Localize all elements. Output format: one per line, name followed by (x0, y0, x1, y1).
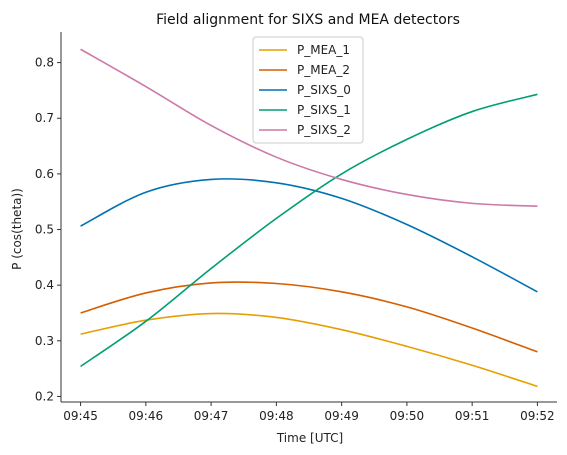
series-line-p-mea-1 (80, 312, 538, 388)
legend-label: P_SIXS_2 (297, 123, 351, 137)
y-axis-label: P (cos(theta)) (10, 188, 24, 270)
y-tick-label: 0.3 (35, 334, 54, 348)
x-tick-label: 09:50 (390, 409, 425, 423)
y-tick-label: 0.7 (35, 111, 54, 125)
x-tick-label: 09:49 (324, 409, 359, 423)
x-tick-label: 09:46 (129, 409, 164, 423)
y-tick-label: 0.2 (35, 389, 54, 403)
legend-label: P_MEA_1 (297, 43, 350, 57)
series-group (80, 48, 538, 388)
legend-box (252, 36, 364, 144)
y-tick-label: 0.8 (35, 56, 54, 70)
chart-title: Field alignment for SIXS and MEA detecto… (156, 12, 460, 28)
legend-label: P_SIXS_0 (297, 83, 351, 97)
legend-label: P_SIXS_1 (297, 103, 351, 117)
axes: 09:45 09:46 09:47 09:48 09:49 09:50 09:51 09:52… (35, 32, 557, 423)
series-line-p-sixs-1 (80, 93, 538, 368)
x-tick-label: 09:45 (63, 409, 98, 423)
x-tick-label: 09:48 (259, 409, 294, 423)
y-tick-label: 0.5 (35, 223, 54, 237)
x-axis-label: Time [UTC] (276, 431, 343, 445)
y-tick-label: 0.4 (35, 278, 54, 292)
series-line-p-mea-2 (80, 281, 538, 353)
x-tick-label: 09:51 (455, 409, 490, 423)
y-tick-label: 0.6 (35, 167, 54, 181)
series-line-p-sixs-0 (80, 178, 538, 293)
legend-label: P_MEA_2 (297, 63, 350, 77)
x-tick-label: 09:52 (520, 409, 555, 423)
x-tick-label: 09:47 (194, 409, 229, 423)
legend: P_MEA_1 P_MEA_2 P_SIXS_0 P_SIXS_1 P_SIXS_2 (252, 36, 364, 144)
series-line-p-sixs-2 (80, 48, 538, 207)
